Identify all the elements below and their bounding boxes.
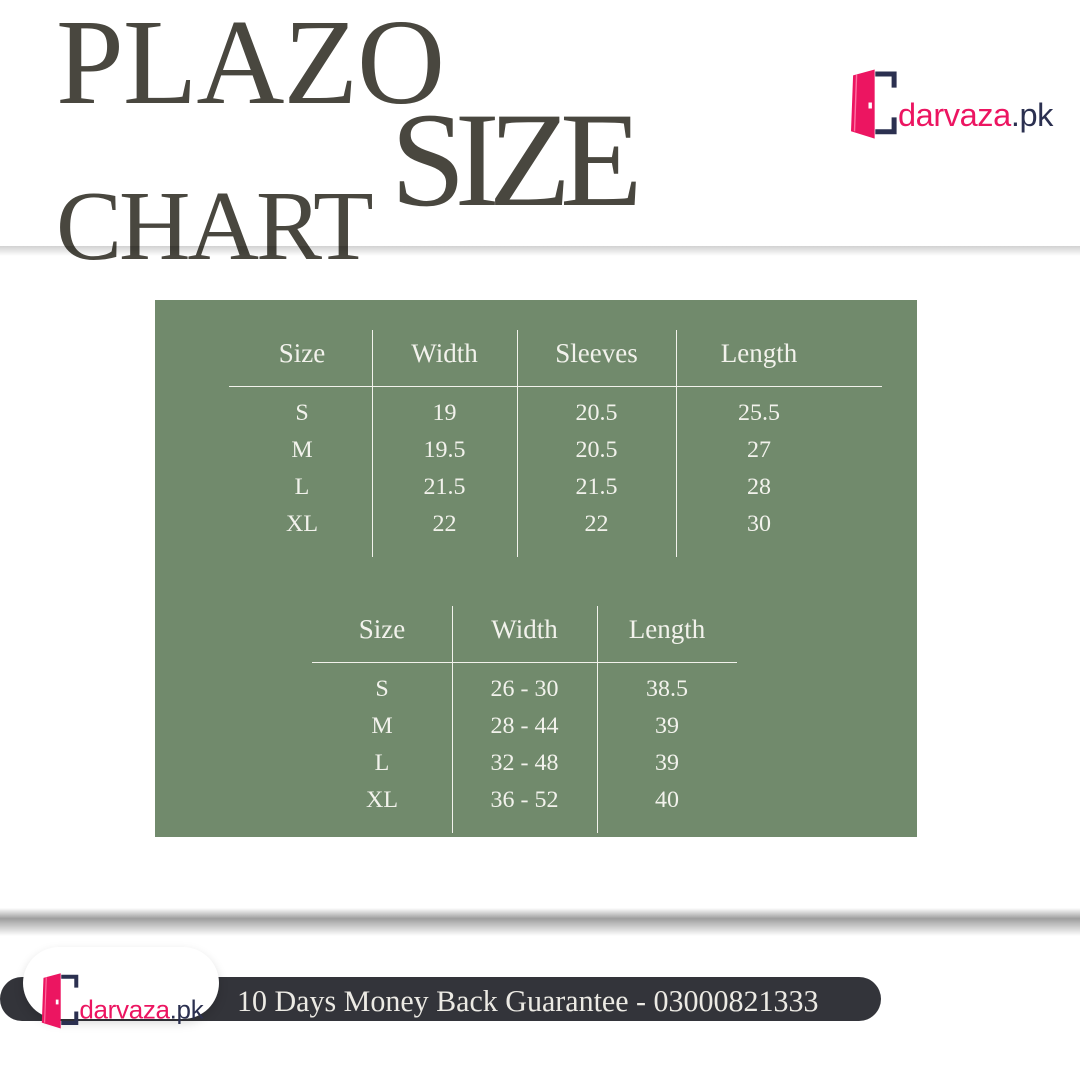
svg-text:darvaza.pk: darvaza.pk [79, 994, 204, 1024]
svg-text:darvaza.pk: darvaza.pk [898, 97, 1054, 133]
